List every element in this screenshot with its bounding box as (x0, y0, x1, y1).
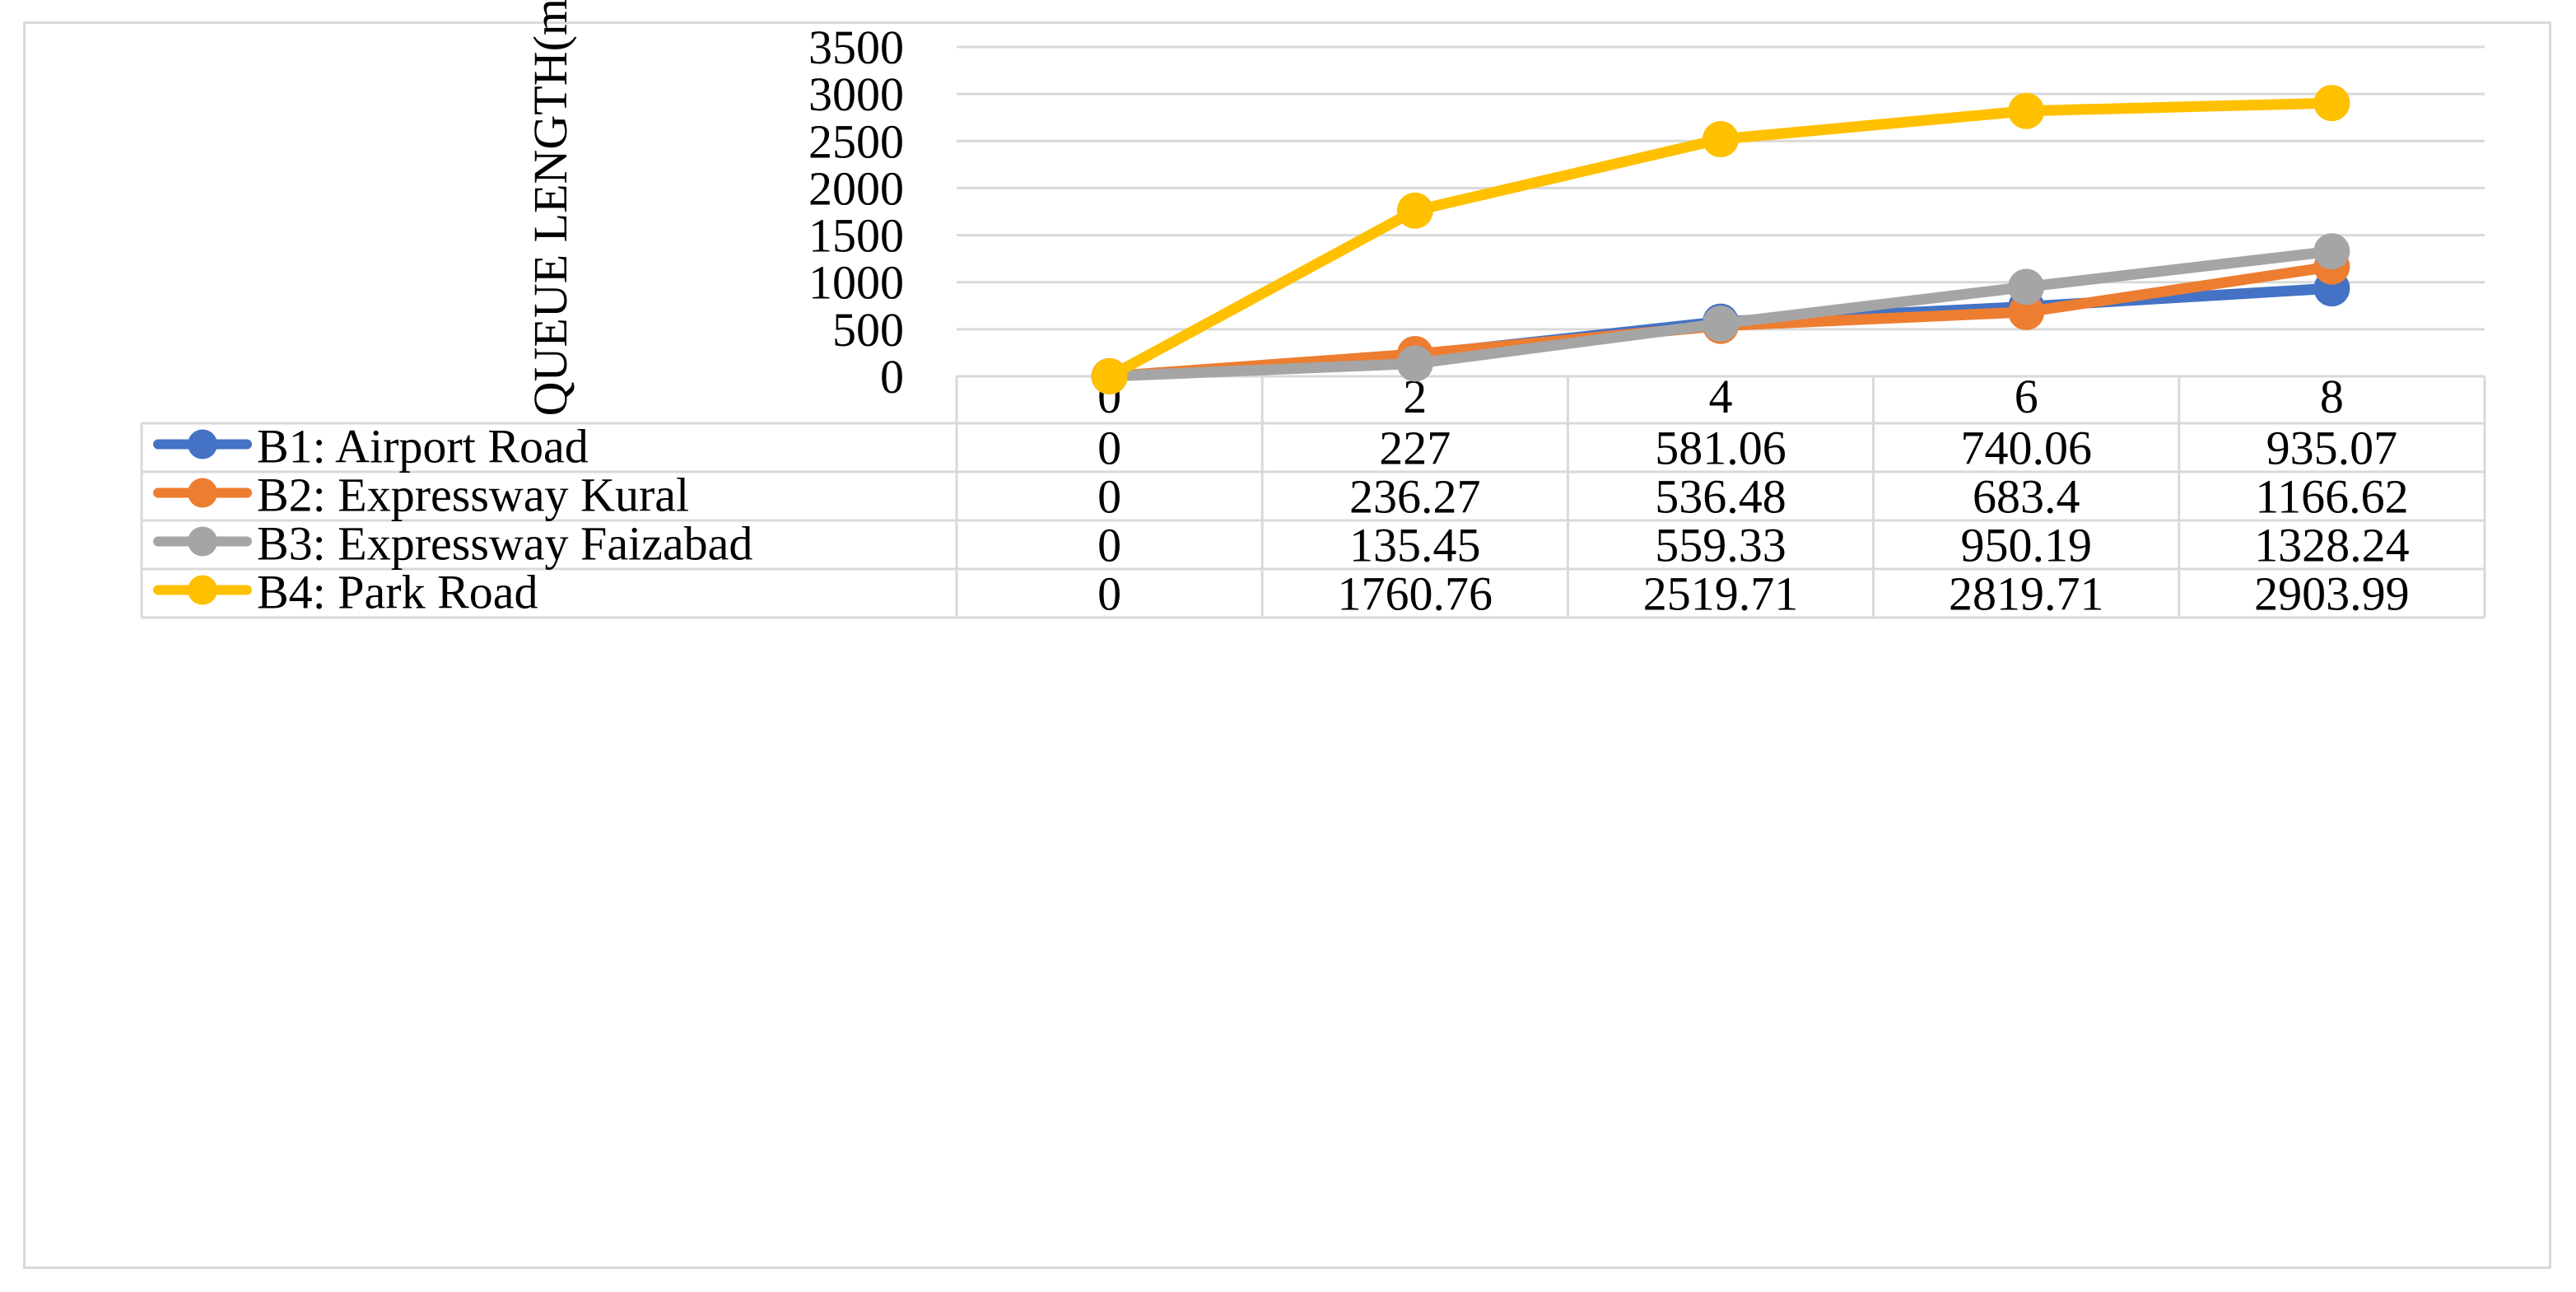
data-point (1703, 306, 1739, 343)
y-tick-label: 3000 (808, 68, 904, 121)
gridlines (957, 45, 2485, 331)
data-cell: 1166.62 (2255, 470, 2408, 524)
data-cell: 2903.99 (2254, 567, 2410, 621)
series-label: B3: Expressway Faizabad (257, 517, 752, 571)
y-tick-label: 3500 (808, 21, 904, 74)
data-cell: 559.33 (1655, 519, 1786, 572)
x-tick-label: 4 (1709, 370, 1733, 423)
data-cell: 135.45 (1349, 519, 1481, 572)
data-point (1703, 121, 1739, 158)
data-cell: 536.48 (1655, 470, 1786, 524)
data-cell: 0 (1097, 470, 1121, 524)
data-point (2008, 293, 2045, 330)
data-point (2008, 268, 2045, 306)
legend-dot-marker (188, 575, 217, 605)
data-cell: 2519.71 (1643, 567, 1799, 621)
data-cell: 1328.24 (2254, 519, 2410, 572)
legend-dot-marker (188, 429, 217, 459)
y-axis-title: QUEUE LENGTH(m) (524, 0, 577, 416)
y-tick-label: 2000 (808, 161, 904, 215)
y-tick-label: 1500 (808, 209, 904, 263)
legend-dot-marker (188, 526, 217, 557)
data-point (2313, 85, 2350, 122)
series-lines (1091, 85, 2350, 394)
data-cell: 581.06 (1655, 422, 1786, 475)
y-tick-label: 0 (880, 350, 904, 403)
data-cell: 227 (1379, 422, 1451, 475)
data-cell: 0 (1097, 422, 1121, 475)
series-label: B4: Park Road (257, 566, 538, 619)
y-tick-label: 500 (832, 303, 904, 357)
data-cell: 0 (1097, 519, 1121, 572)
x-tick-label: 6 (2015, 370, 2038, 423)
x-tick-label: 8 (2320, 370, 2344, 423)
data-cell: 0 (1097, 567, 1121, 621)
data-cell: 740.06 (1960, 422, 2092, 475)
data-point (1396, 192, 1433, 229)
data-cell: 1760.76 (1338, 567, 1493, 621)
data-table: 0 2 4 6 8B1: Airport Road 0 227 581.06 740.06 935… (140, 370, 2486, 621)
data-point (1396, 345, 1433, 382)
data-point (2313, 233, 2350, 270)
data-point (1091, 358, 1128, 394)
data-cell: 950.19 (1960, 519, 2092, 572)
data-cell: 683.4 (1973, 470, 2080, 524)
chart-frame (23, 21, 2551, 1269)
data-cell: 2819.71 (1949, 567, 2104, 621)
legend-dot-marker (188, 478, 217, 508)
series-label: B1: Airport Road (257, 420, 589, 473)
series-label: B2: Expressway Kural (257, 469, 689, 522)
data-cell: 236.27 (1349, 470, 1481, 524)
y-tick-label: 2500 (808, 114, 904, 168)
data-cell: 935.07 (2266, 422, 2398, 475)
data-point (2008, 92, 2045, 129)
y-tick-label: 1000 (808, 256, 904, 310)
